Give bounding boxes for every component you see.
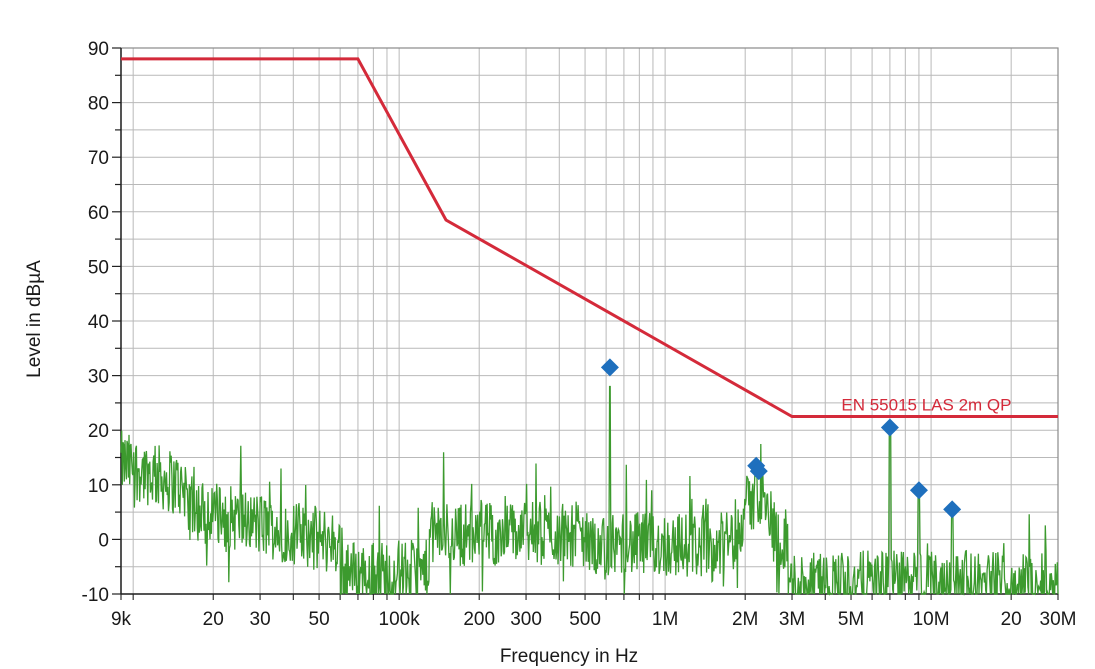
y-tick-label: 50 [88,257,109,278]
peak-marker [943,500,962,519]
y-tick-label: 70 [88,148,109,169]
x-tick-label: 30 [250,609,271,630]
y-tick-label: 90 [88,39,109,60]
x-tick-label: 50 [309,609,330,630]
y-tick-label: 30 [88,367,109,388]
x-tick-label: 30M [1040,609,1077,630]
y-axis-title: Level in dBµA [24,260,45,378]
y-tick-label: -10 [82,585,109,606]
x-tick-label: 20 [203,609,224,630]
x-tick-label: 300 [510,609,542,630]
y-tick-label: 20 [88,421,109,442]
tick-labels: -10 0 10 20 30 40 50 60 70 80 90 9k 20 30 50 100k 200 300… [82,39,1077,630]
x-tick-label: 9k [111,609,132,630]
peak-marker [749,462,768,481]
x-tick-label: 3M [779,609,805,630]
peak-marker [909,481,928,500]
spectrum-line [120,385,1059,596]
x-axis-title: Frequency in Hz [500,646,638,667]
x-tick-label: 200 [463,609,495,630]
y-tick-label: 0 [98,530,109,551]
peak-markers [600,358,962,519]
limit-polyline [121,57,1058,418]
limit-line: EN 55015 LAS 2m QP [121,57,1058,418]
x-tick-label: 5M [838,609,864,630]
x-tick-label: 20 [1001,609,1022,630]
limit-line-label: EN 55015 LAS 2m QP [841,396,1011,415]
y-tick-label: 60 [88,203,109,224]
y-tick-label: 40 [88,312,109,333]
x-tick-label: 500 [569,609,601,630]
x-tick-label: 10M [913,609,950,630]
peak-marker [880,418,899,437]
x-tick-label: 100k [379,609,421,630]
peak-marker [600,358,619,377]
y-tick-label: 80 [88,94,109,115]
spectrum-trace [120,385,1059,596]
x-tick-label: 1M [652,609,678,630]
x-tick-label: 2M [732,609,758,630]
y-tick-label: 10 [88,476,109,497]
